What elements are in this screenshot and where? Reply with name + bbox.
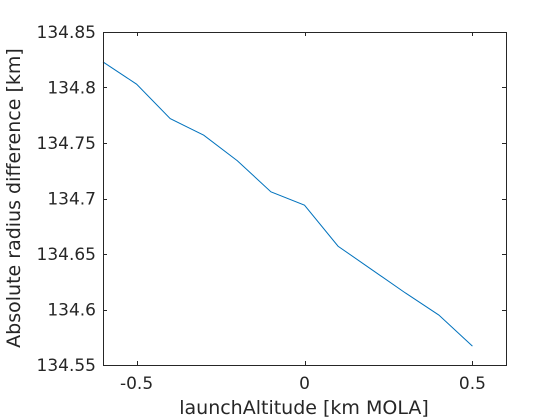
x-tick-label: 0.5 — [459, 374, 486, 394]
y-tick-label: 134.65 — [37, 245, 96, 265]
ticks-layer: -0.5 0 0.5 134.55 134.6 134.65 134.7 134.75 134.… — [37, 23, 506, 394]
y-tick-label: 134.75 — [37, 134, 96, 154]
y-tick-label: 134.85 — [37, 23, 96, 43]
x-tick-label: 0 — [299, 374, 310, 394]
y-tick-label: 134.7 — [47, 190, 96, 210]
x-tick-label: -0.5 — [120, 374, 153, 394]
y-tick-label: 134.55 — [37, 356, 96, 376]
plot-background — [103, 32, 506, 365]
y-axis-label: Absolute radius difference [km] — [3, 48, 25, 348]
series-layer — [102, 61, 473, 347]
y-tick-label: 134.8 — [47, 79, 96, 99]
y-tick-label: 134.6 — [47, 301, 96, 321]
x-axis-label: launchAltitude [km MOLA] — [179, 397, 429, 419]
series-line-0 — [102, 61, 473, 347]
